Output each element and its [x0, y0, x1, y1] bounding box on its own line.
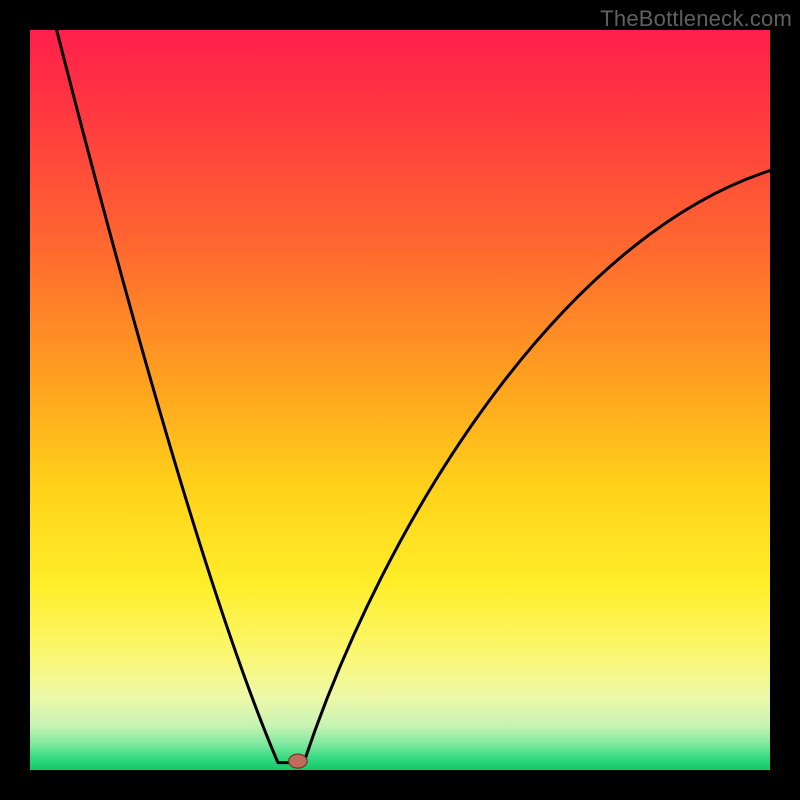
gradient-background [30, 30, 770, 770]
bottleneck-chart [30, 30, 770, 770]
optimum-marker [289, 754, 308, 768]
chart-frame: TheBottleneck.com [0, 0, 800, 800]
watermark-label: TheBottleneck.com [600, 6, 792, 32]
